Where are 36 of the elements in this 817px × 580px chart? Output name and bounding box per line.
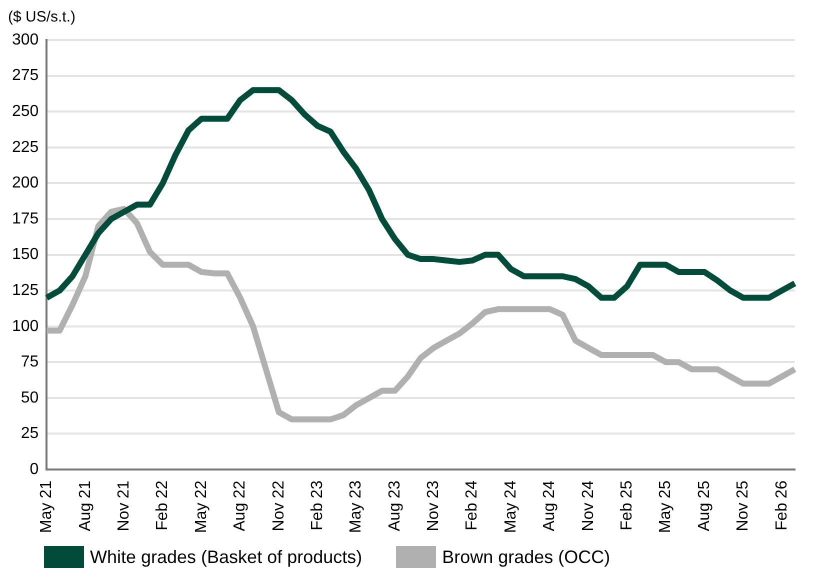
y-tick-label: 125 [12, 282, 39, 299]
y-tick-label: 225 [12, 138, 39, 156]
x-tick-label: Aug 24 [541, 480, 558, 532]
x-tick-label: Feb 22 [154, 480, 172, 530]
x-tick-label: Nov 25 [734, 480, 752, 532]
x-tick-label: May 21 [38, 480, 56, 533]
y-tick-label: 50 [20, 389, 39, 406]
legend-label: Brown grades (OCC) [442, 546, 610, 568]
y-tick-label: 100 [12, 318, 39, 335]
x-tick-label: May 22 [192, 480, 210, 533]
y-tick-label: 150 [12, 246, 39, 264]
y-tick-label: 300 [12, 31, 39, 48]
x-tick-label: May 23 [348, 480, 365, 533]
x-tick-label: Nov 24 [580, 480, 597, 532]
x-tick-label: Feb 24 [464, 480, 481, 530]
y-axis-title: ($ US/s.t.) [8, 8, 76, 26]
y-tick-label: 175 [12, 210, 39, 228]
x-tick-label: Nov 21 [115, 480, 132, 532]
y-tick-label: 250 [12, 102, 39, 120]
x-tick-label: May 25 [657, 480, 674, 533]
x-tick-label: May 24 [502, 480, 520, 533]
y-tick-label: 275 [12, 67, 39, 84]
y-tick-label: 75 [20, 354, 39, 371]
y-tick-label: 0 [30, 460, 39, 478]
x-tick-label: Aug 22 [232, 480, 249, 532]
x-tick-label: Feb 26 [773, 480, 790, 530]
y-tick-label: 25 [20, 425, 39, 442]
x-tick-label: Nov 22 [270, 480, 288, 532]
x-tick-label: Feb 23 [308, 480, 326, 530]
x-tick-label: Aug 23 [386, 480, 404, 532]
x-tick-label: Aug 25 [696, 480, 713, 532]
x-tick-label: Nov 23 [425, 480, 442, 532]
y-tick-label: 200 [12, 174, 39, 192]
legend-label: White grades (Basket of products) [90, 546, 362, 568]
x-tick-label: Aug 21 [76, 480, 94, 532]
x-tick-label: Feb 25 [618, 480, 636, 530]
